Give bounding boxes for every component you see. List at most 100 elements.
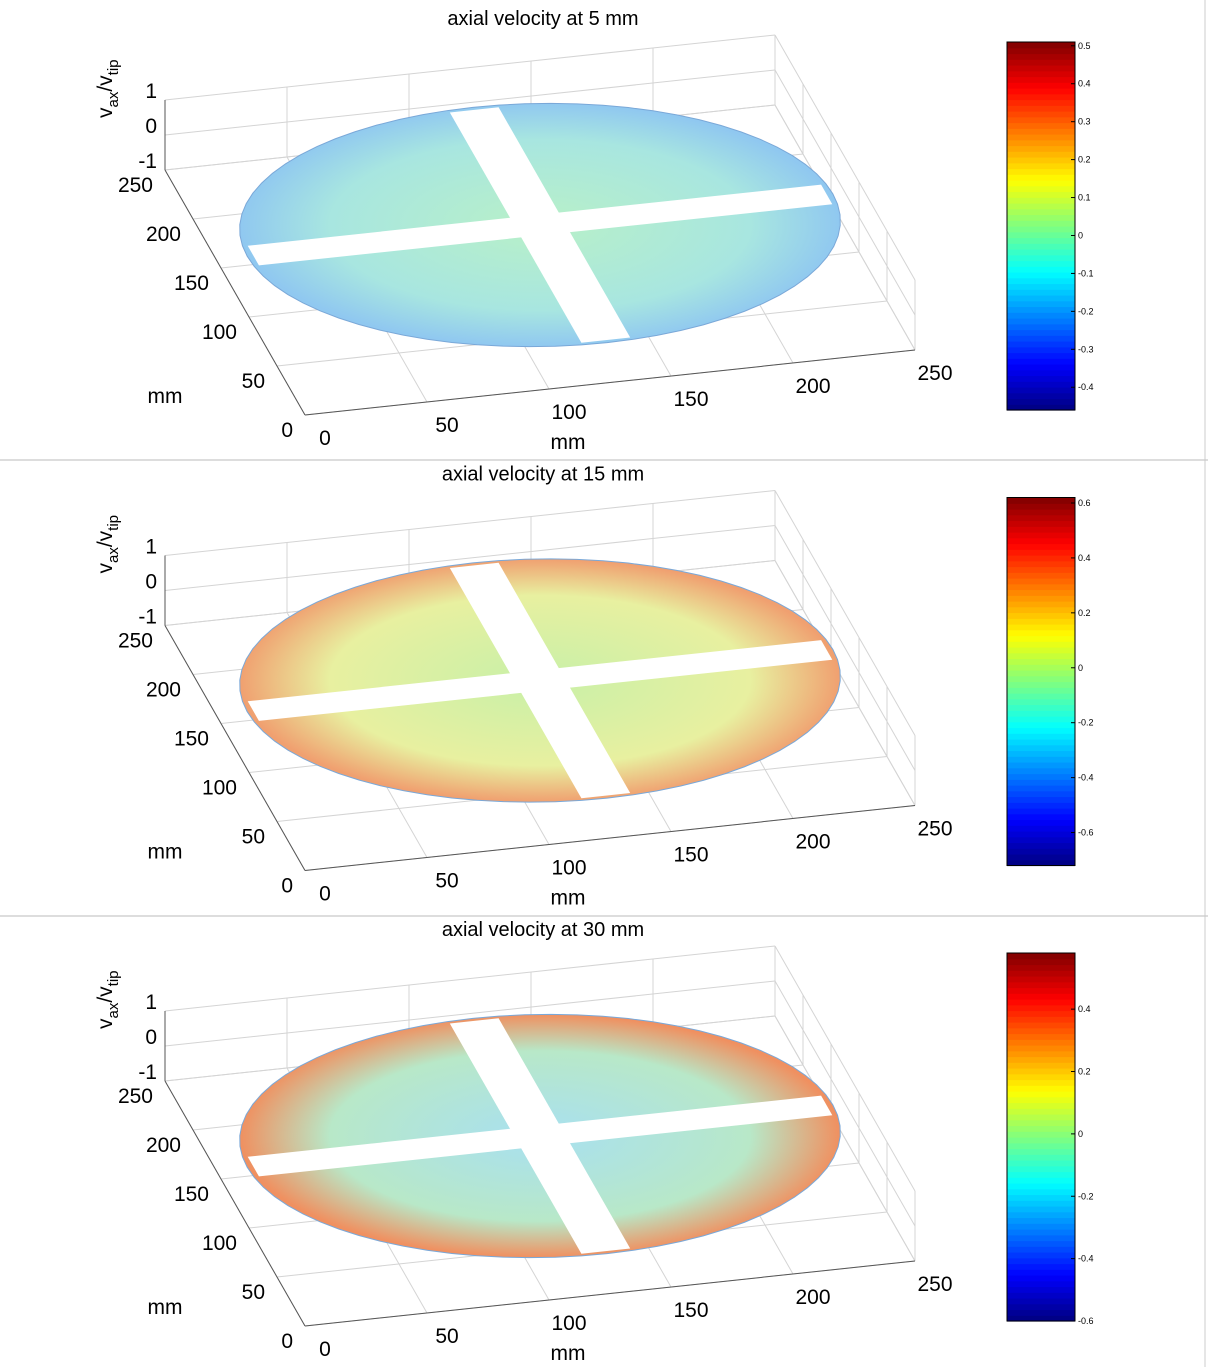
colorbar-cell — [1007, 65, 1075, 72]
colorbar-cell — [1007, 1206, 1075, 1213]
colorbar-cell — [1007, 727, 1075, 734]
z-tick-label: -1 — [138, 606, 157, 629]
colorbar-cell — [1007, 958, 1075, 966]
colorbar-cell — [1007, 226, 1075, 233]
colorbar-cell — [1007, 1165, 1075, 1173]
panel: axial velocity at 30 mm05010015020025005… — [94, 919, 1094, 1365]
z-tick-label: 1 — [145, 80, 157, 103]
colorbar-cell — [1007, 1119, 1075, 1127]
z-axis-label: vax/vtip — [94, 515, 122, 574]
colorbar-cell — [1007, 497, 1075, 504]
colorbar-tick-label: 0 — [1078, 1129, 1083, 1139]
colorbar-cell — [1007, 76, 1075, 83]
colorbar-cell — [1007, 1211, 1075, 1219]
grid-line — [774, 1015, 916, 1262]
colorbar-tick-label: 0.4 — [1078, 553, 1091, 563]
colorbar-cell — [1007, 762, 1075, 769]
x-tick-label: 200 — [795, 831, 830, 854]
colorbar-cell — [1007, 1252, 1075, 1259]
colorbar-cell — [1007, 203, 1075, 210]
colorbar-tick-label: 0.2 — [1078, 1067, 1091, 1077]
colorbar-cell — [1007, 231, 1075, 239]
colorbar-cell — [1007, 750, 1075, 757]
colorbar-cell — [1007, 1234, 1075, 1242]
colorbar-cell — [1007, 70, 1075, 78]
colorbar-cell — [1007, 1033, 1075, 1040]
y-tick-label: 50 — [242, 826, 265, 849]
y-tick-label: 150 — [174, 272, 209, 295]
colorbar-cell — [1007, 1275, 1075, 1282]
x-tick-label: 100 — [551, 857, 586, 880]
colorbar-cell — [1007, 197, 1075, 204]
colorbar-tick-label: 0.5 — [1078, 41, 1091, 51]
y-axis-label: mm — [148, 1296, 183, 1319]
colorbar-cell — [1007, 1292, 1075, 1299]
z-axis-label-part: ax — [105, 91, 122, 107]
colorbar-cell — [1007, 572, 1075, 579]
colorbar-cell — [1007, 993, 1075, 1000]
grid-line — [164, 525, 776, 591]
colorbar-cell — [1007, 819, 1075, 826]
colorbar-tick-label: -0.3 — [1078, 344, 1094, 354]
colorbar-cell — [1007, 560, 1075, 568]
x-tick-label: 100 — [551, 401, 586, 424]
z-axis-label-part: /v — [94, 530, 117, 547]
grid-line — [164, 945, 776, 1012]
z-tick-label: 1 — [145, 991, 157, 1014]
colorbar-cell — [1007, 295, 1075, 302]
z-axis-label-part: tip — [105, 515, 122, 531]
colorbar-cell — [1007, 105, 1075, 112]
slot — [247, 184, 833, 266]
z-tick-label: -1 — [138, 1061, 157, 1084]
colorbar-cell — [1007, 260, 1075, 267]
colorbar-tick-label: -0.2 — [1078, 718, 1094, 728]
colorbar-cell — [1007, 664, 1075, 671]
colorbar-cell — [1007, 312, 1075, 319]
colorbar-cell — [1007, 1073, 1075, 1081]
colorbar-cell — [1007, 1142, 1075, 1150]
colorbar-cell — [1007, 543, 1075, 550]
colorbar-cell — [1007, 1102, 1075, 1109]
slot — [247, 1095, 833, 1177]
colorbar-cell — [1007, 842, 1075, 849]
z-axis-label-part: /v — [94, 75, 117, 92]
colorbar-cell — [1007, 566, 1075, 573]
colorbar-cell — [1007, 583, 1075, 591]
colorbar-cell — [1007, 721, 1075, 729]
z-axis-label-part: ax — [105, 1002, 122, 1018]
colorbar-cell — [1007, 537, 1075, 545]
colorbar-cell — [1007, 785, 1075, 792]
chart-title: axial velocity at 5 mm — [447, 8, 638, 30]
colorbar-tick-label: -0.4 — [1078, 773, 1094, 783]
y-tick-label: 100 — [202, 321, 237, 344]
colorbar-cell — [1007, 1246, 1075, 1253]
x-tick-label: 200 — [795, 375, 830, 398]
colorbar-cell — [1007, 398, 1075, 405]
colorbar-cell — [1007, 658, 1075, 665]
z-tick-label: 1 — [145, 536, 157, 559]
colorbar-cell — [1007, 1137, 1075, 1144]
colorbar-cell — [1007, 549, 1075, 556]
colorbar-cell — [1007, 612, 1075, 619]
colorbar-cell — [1007, 47, 1075, 55]
grid-line — [164, 34, 776, 101]
colorbar-tick-label: -0.6 — [1078, 828, 1094, 838]
colorbar-cell — [1007, 93, 1075, 101]
colorbar-cell — [1007, 237, 1075, 244]
colorbar-cell — [1007, 88, 1075, 95]
colorbar-cell — [1007, 375, 1075, 382]
colorbar-cell — [1007, 1068, 1075, 1075]
colorbar-cell — [1007, 1303, 1075, 1311]
colorbar-cell — [1007, 1062, 1075, 1069]
colorbar-cell — [1007, 145, 1075, 152]
colorbar-cell — [1007, 134, 1075, 141]
colorbar-cell — [1007, 404, 1075, 411]
colorbar-cell — [1007, 1114, 1075, 1121]
x-axis-label: mm — [551, 1342, 586, 1365]
colorbar-cell — [1007, 981, 1075, 989]
colorbar-cell — [1007, 1085, 1075, 1092]
colorbar-cell — [1007, 122, 1075, 129]
colorbar-cell — [1007, 848, 1075, 855]
z-tick-label: 0 — [145, 1026, 157, 1049]
colorbar-cell — [1007, 1125, 1075, 1132]
